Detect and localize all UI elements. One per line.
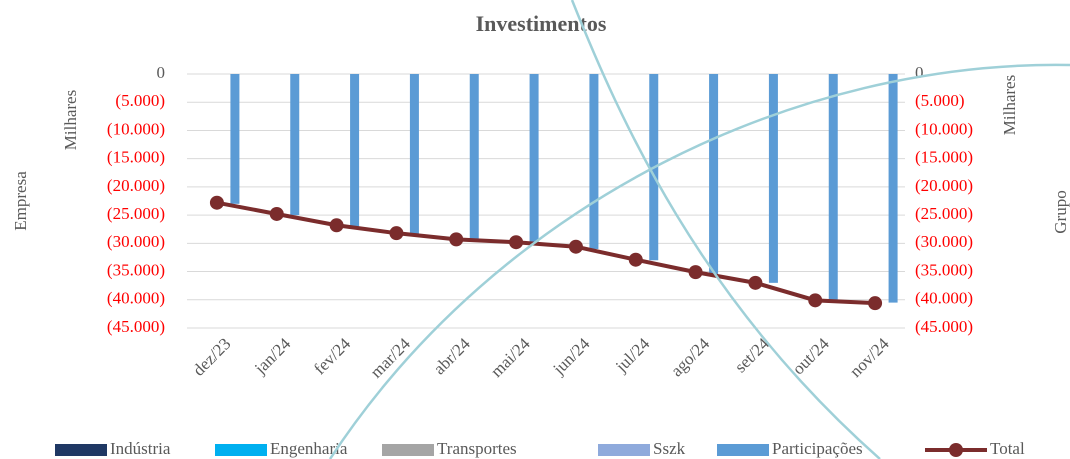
legend-label: Sszk — [653, 439, 686, 458]
x-tick-label: jun/24 — [549, 334, 594, 379]
legend-swatch — [215, 444, 267, 456]
marker — [209, 195, 224, 210]
bar — [589, 74, 599, 249]
y2-tick-label: (35.000) — [915, 260, 973, 279]
y-tick-label: (15.000) — [107, 148, 165, 167]
bar — [529, 74, 539, 244]
y-tick-label: (25.000) — [107, 204, 165, 223]
y2-tick-label: (5.000) — [915, 91, 965, 110]
line — [216, 200, 876, 306]
y2-tick-label: (40.000) — [915, 289, 973, 308]
y-tick-label: (35.000) — [107, 260, 165, 279]
bar — [290, 74, 300, 216]
marker — [568, 239, 583, 254]
bar — [768, 74, 778, 283]
y-tick-label: 0 — [157, 63, 166, 82]
x-tick-label: nov/24 — [846, 334, 893, 381]
marker — [329, 218, 344, 233]
marker — [509, 235, 524, 250]
y2-tick-label: (15.000) — [915, 148, 973, 167]
x-tick-label: fev/24 — [310, 334, 354, 378]
legend-label: Transportes — [437, 439, 517, 458]
y2-tick-label: (10.000) — [915, 119, 973, 138]
marker — [748, 275, 763, 290]
legend-label: Total — [990, 439, 1025, 458]
marker — [389, 226, 404, 241]
bar — [469, 74, 479, 241]
y-tick-label: (40.000) — [107, 289, 165, 308]
y-axis-unit: Milhares — [61, 90, 80, 150]
y-tick-label: (20.000) — [107, 176, 165, 195]
x-tick-label: jul/24 — [611, 334, 654, 377]
x-tick-label: ago/24 — [667, 334, 714, 381]
legend-swatch — [382, 444, 434, 456]
legend-label: Engenharia — [270, 439, 348, 458]
x-tick-label: dez/23 — [189, 334, 234, 379]
marker — [868, 296, 883, 311]
bar — [409, 74, 419, 235]
legend-label: Indústria — [110, 439, 171, 458]
y2-axis-unit: Milhares — [1000, 75, 1019, 135]
chart-title: Investimentos — [476, 11, 607, 36]
marker — [688, 265, 703, 280]
x-tick-label: abr/24 — [430, 334, 474, 378]
legend-swatch — [717, 444, 769, 456]
y2-tick-label: (25.000) — [915, 204, 973, 223]
decor-curve — [328, 63, 1070, 459]
legend-swatch — [55, 444, 107, 456]
legend-swatch — [598, 444, 650, 456]
y-tick-label: (30.000) — [107, 232, 165, 251]
y2-tick-label: (45.000) — [915, 317, 973, 336]
y-tick-label: (45.000) — [107, 317, 165, 336]
x-tick-label: out/24 — [789, 334, 834, 379]
marker — [628, 252, 643, 267]
y2-axis-title: Grupo — [1051, 190, 1070, 233]
y-tick-label: (10.000) — [107, 119, 165, 138]
bar — [888, 74, 898, 303]
bar — [350, 74, 360, 227]
legend-label: Participações — [772, 439, 863, 458]
marker — [808, 293, 823, 308]
y-axis-title: Empresa — [11, 171, 30, 231]
y2-tick-label: (20.000) — [915, 176, 973, 195]
x-tick-label: mai/24 — [487, 334, 534, 381]
bar — [709, 74, 719, 275]
x-tick-label: set/24 — [731, 334, 774, 377]
legend-swatch — [949, 443, 963, 457]
decor-curve — [570, 0, 881, 459]
marker — [269, 206, 284, 221]
bar — [828, 74, 838, 300]
y2-tick-label: (30.000) — [915, 232, 973, 251]
x-tick-label: jan/24 — [250, 334, 295, 379]
y2-tick-label: 0 — [915, 63, 924, 82]
decoration — [328, 0, 1070, 459]
y-tick-label: (5.000) — [115, 91, 165, 110]
bar — [230, 74, 240, 204]
marker — [449, 232, 464, 247]
